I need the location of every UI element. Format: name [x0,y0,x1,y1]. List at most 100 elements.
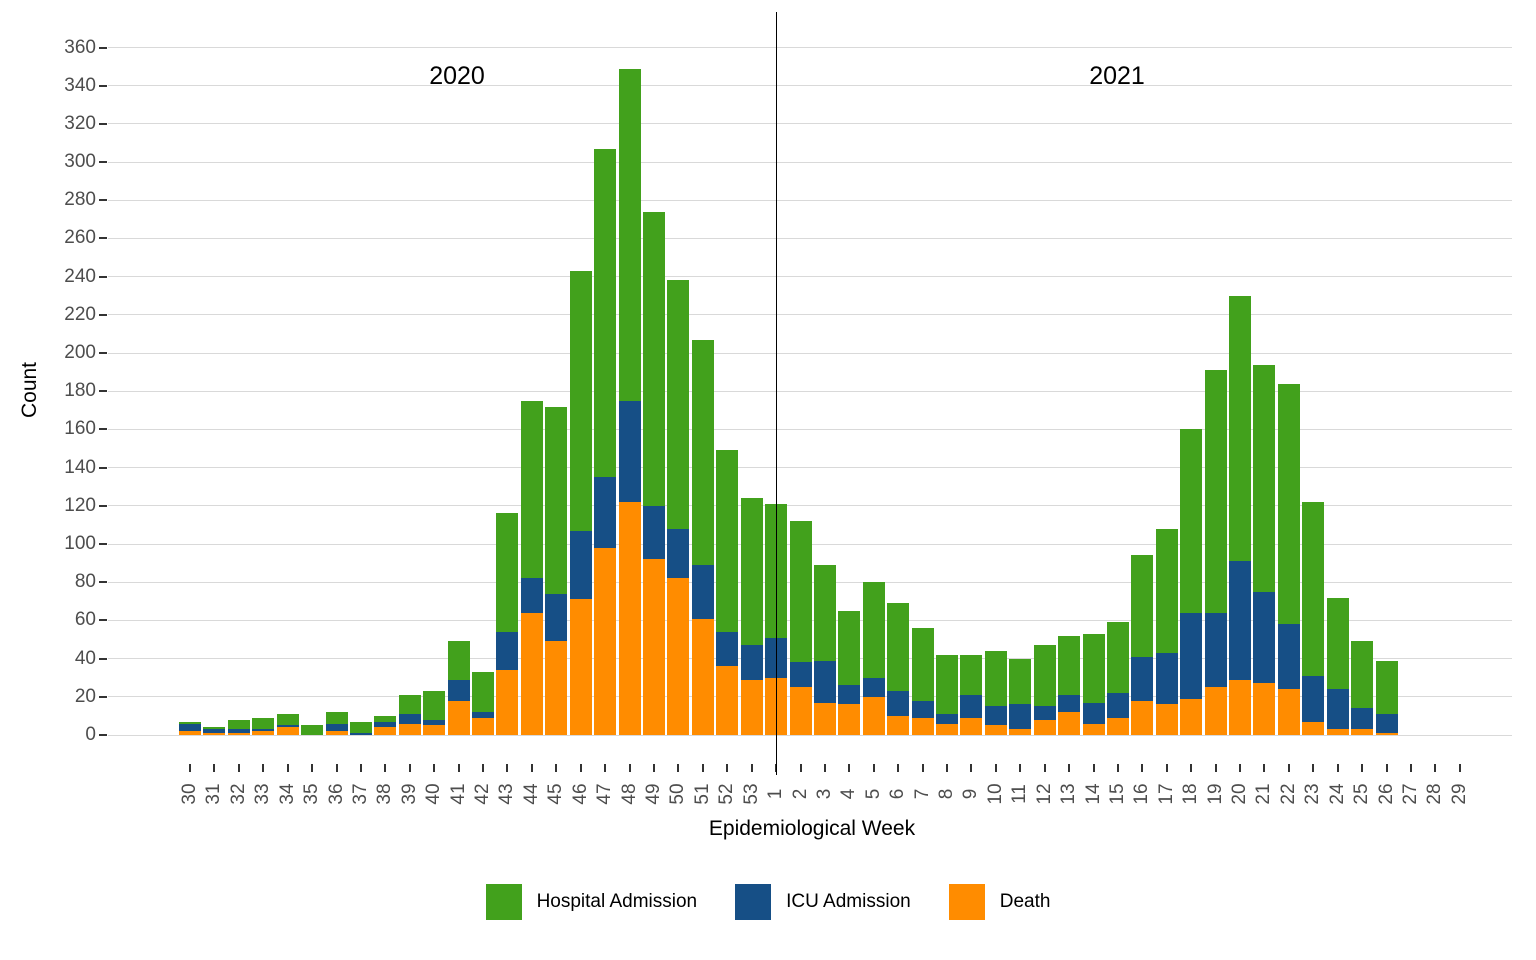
x-tick-label-30: 30 [179,783,200,805]
bar-week-33-hospital-admission [252,717,274,730]
gridline-y-220 [108,314,1512,316]
bar-week-43-death [496,670,518,735]
x-tick-label-4: 4 [838,788,860,800]
y-tick-label-60: 60 [74,609,96,631]
x-tick-39 [408,764,411,772]
legend-label-death: Death [999,891,1051,912]
y-tick-340 [99,84,107,87]
x-tick-21 [1263,764,1266,772]
x-tick-label-7: 7 [911,788,933,800]
bar-week-39-death [399,723,421,735]
x-tick-22 [1287,764,1290,772]
y-tick-label-180: 180 [64,380,96,402]
x-tick-label-38: 38 [374,783,396,805]
x-tick-47 [604,764,607,772]
year-annotation-2020: 2020 [429,62,485,90]
x-tick-label-33: 33 [252,783,274,805]
bar-week-41-hospital-admission [448,641,470,680]
bar-week-42-icu-admission [472,712,494,718]
bar-week-44-hospital-admission [521,400,543,579]
y-tick-220 [99,313,107,316]
bar-week-13-death [1058,712,1080,735]
bar-week-20-icu-admission [1229,561,1251,680]
x-tick-48 [628,764,631,772]
legend-item-icu-admission: ICU Admission [735,884,911,920]
bar-week-23-death [1302,721,1324,735]
y-tick-180 [99,390,107,393]
y-tick-40 [99,657,107,660]
x-tick-label-37: 37 [349,783,371,805]
x-tick-label-8: 8 [936,788,958,800]
bar-week-33-death [252,731,274,735]
bar-week-6-death [887,715,909,735]
x-tick-6 [897,764,900,772]
bar-week-24-death [1327,729,1349,735]
bar-week-49-hospital-admission [643,211,665,506]
x-tick-label-11: 11 [1009,784,1031,804]
bar-week-26-death [1376,733,1398,735]
bar-week-17-icu-admission [1156,652,1178,705]
bar-week-9-death [960,717,982,735]
x-tick-label-46: 46 [569,783,591,805]
x-tick-label-42: 42 [472,783,494,805]
y-tick-label-300: 300 [64,151,96,173]
gridline-y-0 [108,734,1512,736]
y-axis-title: Count [18,361,41,419]
y-tick-140 [99,466,107,469]
bar-week-31-hospital-admission [203,727,225,730]
x-tick-label-5: 5 [862,788,884,800]
bar-week-30-icu-admission [179,723,201,732]
bar-week-50-hospital-admission [667,280,689,529]
x-tick-label-16: 16 [1131,783,1153,805]
y-tick-label-120: 120 [64,494,96,516]
bar-week-10-death [985,725,1007,735]
bar-week-3-death [814,702,836,735]
x-tick-label-6: 6 [887,788,909,800]
bar-week-41-icu-admission [448,679,470,701]
x-tick-label-21: 21 [1253,783,1275,805]
x-tick-29 [1458,764,1461,772]
bar-week-20-hospital-admission [1229,295,1251,562]
bar-week-49-icu-admission [643,505,665,560]
bar-week-38-hospital-admission [374,715,396,722]
bar-week-15-icu-admission [1107,692,1129,718]
bar-week-43-hospital-admission [496,513,518,632]
bar-week-36-hospital-admission [326,712,348,724]
bar-week-21-icu-admission [1253,591,1275,684]
bar-week-19-icu-admission [1205,612,1227,688]
bar-week-18-icu-admission [1180,612,1202,699]
x-tick-label-52: 52 [716,783,738,805]
gridline-y-160 [108,428,1512,430]
bar-week-46-icu-admission [570,530,592,600]
y-tick-100 [99,543,107,546]
x-tick-52 [726,764,729,772]
legend-label-hospital-admission: Hospital Admission [536,891,698,912]
bar-week-17-death [1156,704,1178,735]
bar-week-46-hospital-admission [570,270,592,531]
bar-week-8-icu-admission [936,713,958,724]
x-tick-45 [555,764,558,772]
bar-week-42-death [472,717,494,735]
x-tick-label-34: 34 [276,783,298,805]
bar-week-43-icu-admission [496,631,518,671]
bar-week-24-hospital-admission [1327,597,1349,690]
bar-week-51-icu-admission [692,565,714,619]
x-tick-46 [579,764,582,772]
bar-week-19-hospital-admission [1205,370,1227,613]
x-tick-19 [1214,764,1217,772]
x-tick-label-28: 28 [1424,783,1446,805]
bar-week-45-icu-admission [545,593,567,642]
y-tick-label-360: 360 [64,36,96,58]
bar-week-48-icu-admission [619,400,641,502]
x-tick-36 [335,764,338,772]
x-tick-label-23: 23 [1302,783,1324,805]
bar-week-11-death [1009,729,1031,735]
bar-week-13-icu-admission [1058,694,1080,713]
x-tick-label-25: 25 [1351,783,1373,805]
bar-week-15-death [1107,717,1129,735]
y-tick-label-220: 220 [64,303,96,325]
bar-week-14-icu-admission [1083,702,1105,724]
x-tick-16 [1141,764,1144,772]
bar-week-37-icu-admission [350,733,372,735]
bar-week-47-hospital-admission [594,148,616,478]
